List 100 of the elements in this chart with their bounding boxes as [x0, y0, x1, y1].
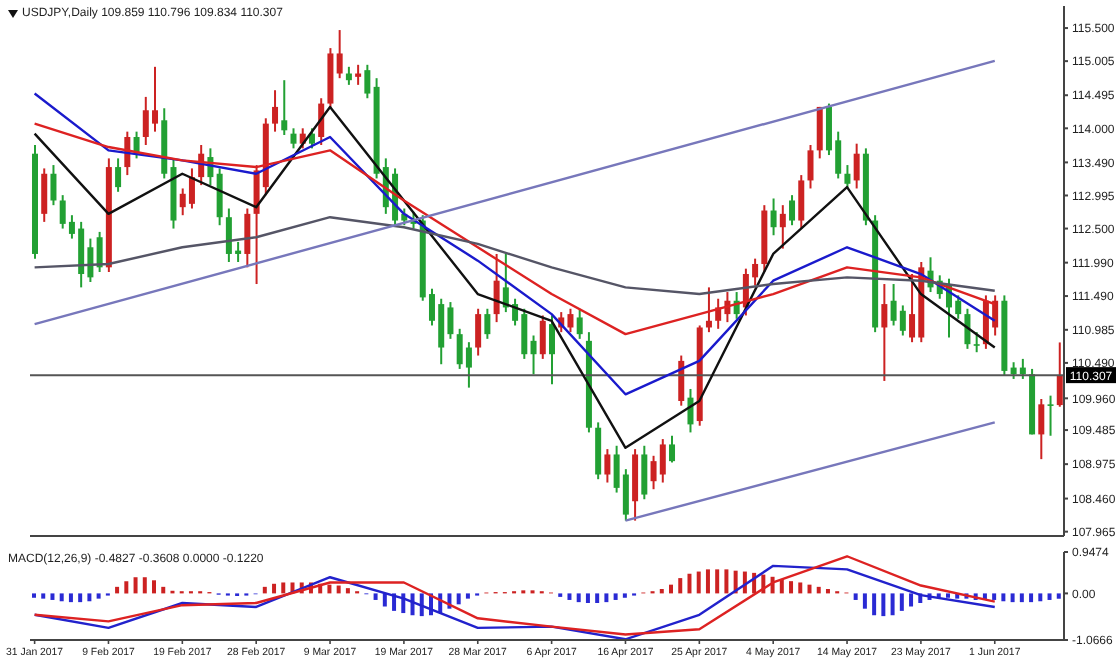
- bar: [1038, 593, 1043, 602]
- bar: [816, 586, 821, 594]
- candlestick: [465, 341, 472, 389]
- candlestick: [881, 283, 888, 382]
- line-series: [33, 216, 996, 296]
- bar: [78, 593, 83, 603]
- candlestick: [1019, 357, 1026, 380]
- candlestick: [604, 448, 611, 484]
- candlestick: [798, 174, 805, 230]
- bar: [1010, 593, 1015, 603]
- bar: [87, 593, 92, 602]
- bar: [401, 593, 406, 614]
- candlestick: [973, 331, 980, 354]
- candlestick: [364, 63, 371, 100]
- candlestick: [909, 273, 916, 344]
- candlestick: [493, 252, 500, 324]
- candlestick: [595, 421, 602, 481]
- bar: [327, 584, 332, 594]
- bar: [96, 593, 101, 599]
- candlestick: [345, 65, 352, 86]
- candlestick: [632, 448, 639, 522]
- bar: [909, 593, 914, 607]
- candlestick: [853, 142, 860, 190]
- line-series: [33, 122, 996, 336]
- candlestick: [115, 157, 122, 193]
- bar: [715, 569, 720, 594]
- candlestick: [659, 438, 666, 484]
- bar: [410, 593, 415, 616]
- candlestick: [770, 197, 777, 237]
- bar: [585, 593, 590, 604]
- candlestick: [844, 164, 851, 190]
- candlestick: [475, 307, 482, 357]
- candlestick: [779, 204, 786, 250]
- bar: [152, 580, 157, 594]
- bar: [992, 593, 997, 600]
- bar: [705, 569, 710, 594]
- candlestick: [281, 79, 288, 136]
- bar: [1019, 593, 1024, 603]
- bar: [789, 581, 794, 594]
- bar: [133, 577, 138, 594]
- candlestick: [272, 89, 279, 133]
- bar: [1001, 593, 1006, 602]
- bar: [59, 593, 64, 602]
- candlestick: [549, 314, 555, 386]
- candlestick: [188, 167, 195, 210]
- bar: [262, 586, 267, 594]
- bar: [345, 588, 350, 594]
- bar: [272, 583, 277, 594]
- candlestick: [789, 194, 796, 227]
- candlestick: [576, 307, 583, 340]
- candlestick: [539, 314, 546, 360]
- bar: [1029, 593, 1034, 603]
- bar: [142, 577, 147, 594]
- bar: [373, 593, 378, 600]
- bar: [881, 593, 886, 617]
- bar: [687, 573, 692, 594]
- bar: [124, 581, 129, 594]
- candlestick: [1047, 394, 1054, 437]
- candlestick: [290, 127, 297, 150]
- bar: [807, 584, 812, 594]
- bar: [115, 586, 120, 594]
- bar: [41, 593, 46, 599]
- bar: [669, 584, 674, 594]
- bar: [872, 593, 877, 616]
- bar: [604, 593, 609, 603]
- line-series: [33, 105, 996, 449]
- bar: [456, 593, 461, 605]
- candlestick: [530, 334, 537, 376]
- candlestick: [336, 29, 343, 80]
- candlestick: [641, 444, 648, 501]
- bar: [890, 593, 895, 616]
- bar: [1056, 593, 1061, 599]
- line-series: [33, 92, 996, 396]
- bar: [862, 593, 867, 609]
- candlestick: [484, 307, 491, 340]
- bar: [68, 593, 73, 603]
- candlestick: [705, 286, 712, 334]
- bar: [50, 593, 55, 600]
- bar: [724, 569, 729, 594]
- bar: [465, 593, 470, 599]
- candlestick: [964, 307, 971, 350]
- bar: [336, 585, 341, 594]
- candlestick: [50, 164, 57, 207]
- bar: [696, 571, 701, 594]
- candlestick: [669, 434, 676, 464]
- candlestick: [96, 230, 103, 273]
- bar: [613, 593, 618, 600]
- candlestick: [807, 144, 814, 190]
- bar: [161, 586, 166, 594]
- bar: [853, 593, 858, 600]
- bar: [576, 593, 581, 603]
- candlestick: [899, 304, 906, 337]
- bar: [1047, 593, 1052, 600]
- candlestick: [308, 127, 315, 150]
- bar: [899, 593, 904, 611]
- candlestick: [355, 63, 362, 86]
- bar: [798, 582, 803, 594]
- candlestick: [244, 207, 251, 269]
- bar: [281, 582, 286, 594]
- bar: [382, 593, 387, 607]
